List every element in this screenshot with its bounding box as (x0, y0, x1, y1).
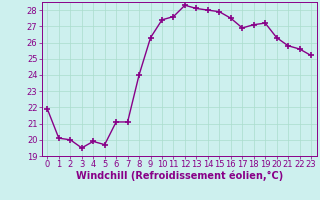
X-axis label: Windchill (Refroidissement éolien,°C): Windchill (Refroidissement éolien,°C) (76, 171, 283, 181)
